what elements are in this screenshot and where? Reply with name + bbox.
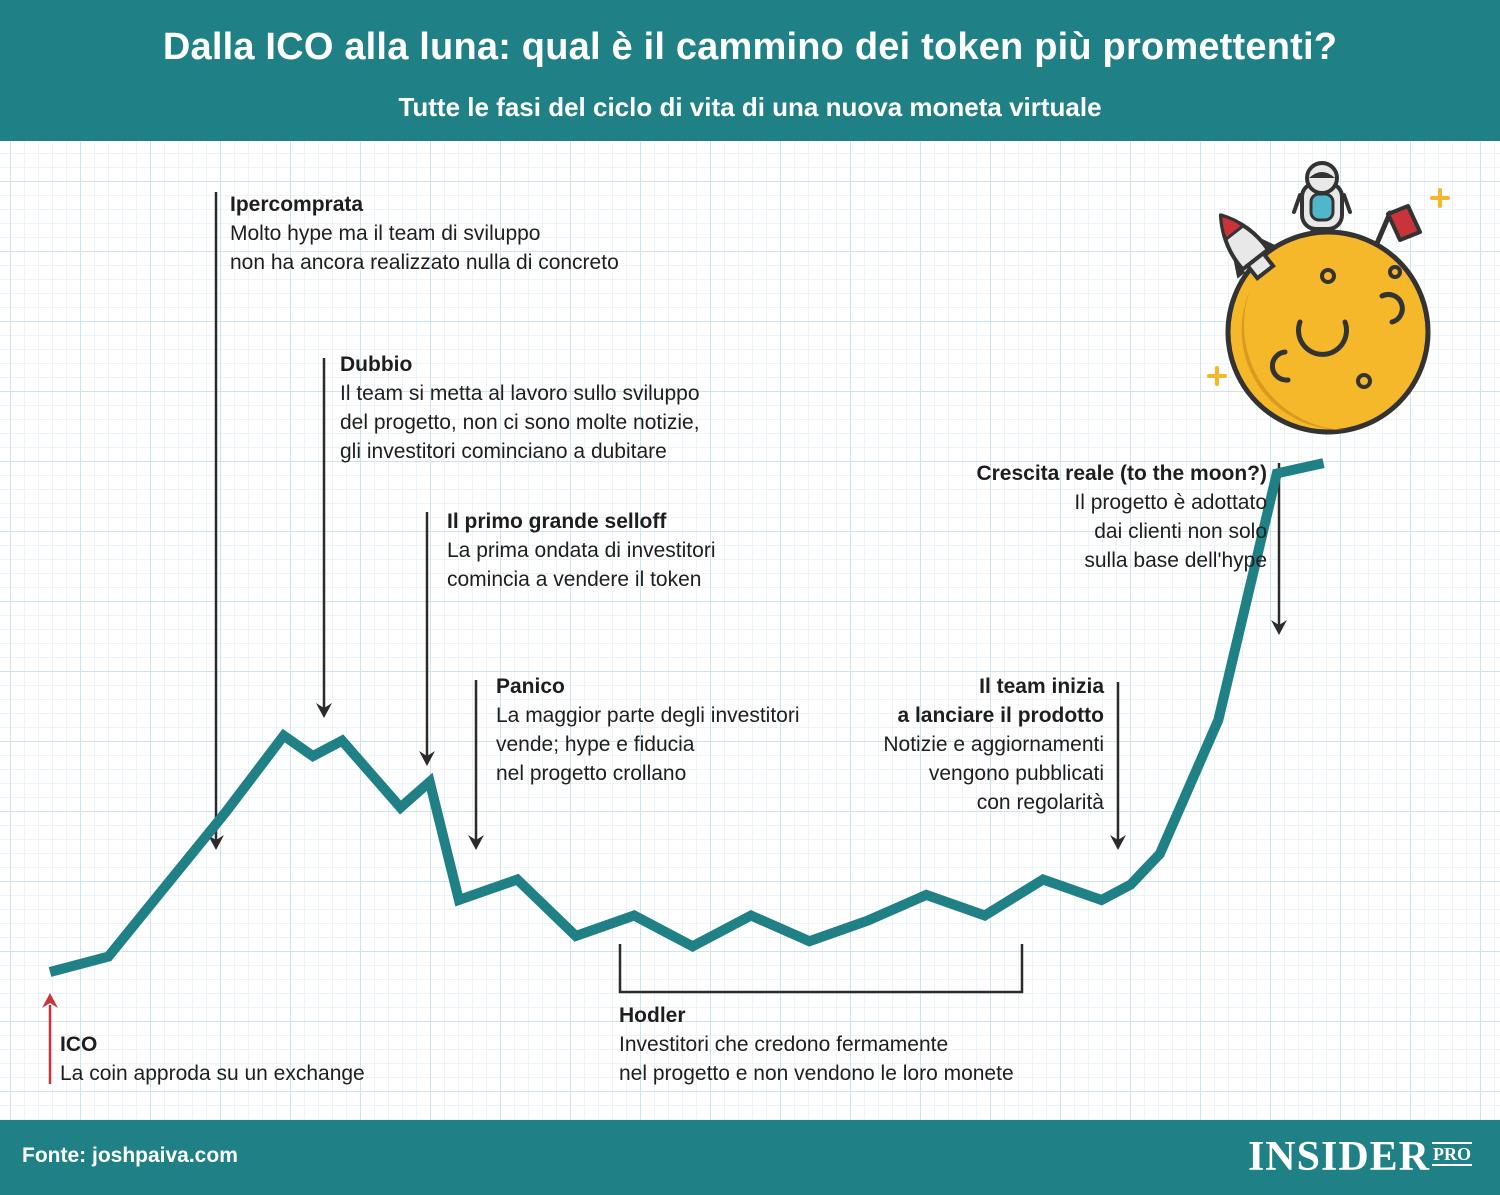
label-title: Il team inizia <box>979 675 1104 698</box>
label-title: Crescita reale (to the moon?) <box>976 462 1267 485</box>
moon-illustration <box>1207 161 1450 435</box>
label-title: Ipercomprata <box>230 193 364 216</box>
label-line: gli investitori cominciano a dubitare <box>340 440 667 463</box>
rocket-icon <box>1218 213 1279 282</box>
label-line: Il team si metta al lavoro sullo svilupp… <box>340 382 700 405</box>
label-title: Il primo grande selloff <box>447 510 667 533</box>
label-line: comincia a vendere il token <box>447 568 702 591</box>
insider-pro-logo: INSIDER PRO <box>1248 1134 1472 1180</box>
label-title: a lanciare il prodotto <box>897 704 1104 727</box>
price-line <box>48 458 1325 977</box>
arrow-ico <box>42 993 58 1084</box>
label-line: La coin approda su un exchange <box>60 1062 365 1085</box>
price-points <box>49 463 1324 973</box>
label-team: Il team inizia a lanciare il prodotto No… <box>883 672 1104 817</box>
label-ipercomprata: Ipercomprata Molto hype ma il team di sv… <box>230 190 619 277</box>
sparkle-icon <box>1207 366 1227 386</box>
header: Dalla ICO alla luna: qual è il cammino d… <box>0 0 1500 141</box>
label-line: La prima ondata di investitori <box>447 539 716 562</box>
logo-word: INSIDER <box>1247 1134 1430 1180</box>
label-selloff: Il primo grande selloff La prima ondata … <box>447 507 715 594</box>
sparkle-icon <box>1430 188 1450 208</box>
annotation-arrows <box>42 192 1287 1084</box>
label-line: sulla base dell'hype <box>1084 549 1267 572</box>
label-line: vende; hype e fiducia <box>496 733 695 756</box>
label-line: con regolarità <box>976 791 1104 814</box>
label-panico: Panico La maggior parte degli investitor… <box>496 672 800 788</box>
page-subtitle: Tutte le fasi del ciclo di vita di una n… <box>398 92 1102 122</box>
arrow-ipercomprata <box>208 192 224 850</box>
arrow-dubbio <box>316 358 332 718</box>
arrow-team <box>1110 682 1126 850</box>
arrow-panico <box>468 680 484 850</box>
label-title: Panico <box>496 675 565 698</box>
logo-pro: PRO <box>1432 1142 1472 1166</box>
hodler-bracket <box>618 944 1024 994</box>
label-line: del progetto, non ci sono molte notizie, <box>340 411 700 434</box>
label-ico: ICO La coin approda su un exchange <box>60 1030 365 1088</box>
label-dubbio: Dubbio Il team si metta al lavoro sullo … <box>340 350 700 466</box>
footer: Fonte: joshpaiva.com INSIDER PRO <box>0 1120 1500 1195</box>
flag-icon <box>1372 204 1422 251</box>
moon-icon <box>1225 229 1431 435</box>
label-line: Investitori che credono fermamente <box>619 1033 949 1056</box>
label-line: vengono pubblicati <box>928 762 1104 785</box>
arrow-crescita <box>1271 463 1287 635</box>
source-credit: Fonte: joshpaiva.com <box>22 1144 238 1167</box>
astronaut-icon <box>1292 161 1352 240</box>
label-line: Molto hype ma il team di sviluppo <box>230 222 541 245</box>
label-line: nel progetto e non vendono le loro monet… <box>619 1062 1014 1085</box>
label-line: nel progetto crollano <box>496 762 687 785</box>
label-line: dai clienti non solo <box>1094 520 1267 543</box>
label-line: Notizie e aggiornamenti <box>883 733 1104 756</box>
label-line: non ha ancora realizzato nulla di concre… <box>230 251 619 274</box>
label-title: Dubbio <box>340 353 413 376</box>
label-title: ICO <box>60 1033 98 1056</box>
page-title: Dalla ICO alla luna: qual è il cammino d… <box>162 26 1338 68</box>
label-hodler: Hodler Investitori che credono fermament… <box>619 1001 1014 1088</box>
label-line: Il progetto è adottato <box>1074 491 1267 514</box>
label-crescita: Crescita reale (to the moon?) Il progett… <box>976 459 1267 575</box>
label-line: La maggior parte degli investitori <box>496 704 800 727</box>
arrow-selloff <box>419 512 435 766</box>
label-title: Hodler <box>619 1004 686 1027</box>
